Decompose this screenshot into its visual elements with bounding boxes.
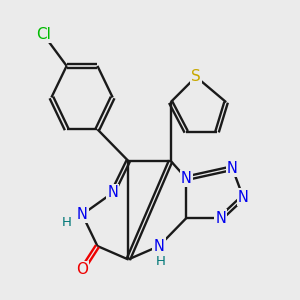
Text: N: N <box>107 185 118 200</box>
Text: Cl: Cl <box>36 26 50 41</box>
Text: S: S <box>191 69 201 84</box>
Text: H: H <box>62 216 72 229</box>
Text: H: H <box>156 255 166 268</box>
Text: N: N <box>215 211 226 226</box>
Text: N: N <box>238 190 249 205</box>
Text: N: N <box>181 171 192 186</box>
Text: N: N <box>227 160 238 175</box>
Text: N: N <box>154 238 164 253</box>
Text: N: N <box>77 207 88 222</box>
Text: O: O <box>76 262 88 277</box>
